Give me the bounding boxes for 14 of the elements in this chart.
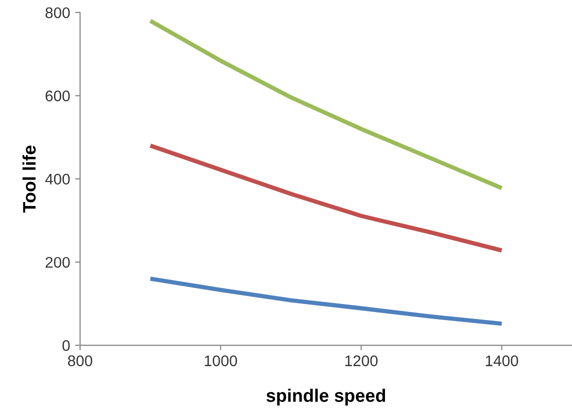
x-tick-label: 1000 [204,355,238,366]
y-tick-label: 0 [62,340,70,351]
x-axis-title: spindle speed [266,388,386,406]
y-tick-label: 800 [46,7,70,18]
x-tick-label: 1200 [345,355,378,366]
line-series [148,18,504,190]
y-tick-label: 400 [45,174,70,185]
y-tick-label: 200 [46,256,70,268]
y-tick-label: 600 [46,90,70,102]
x-tick-label: 800 [68,355,92,366]
line-series [148,276,504,326]
y-axis-title: Tool life [22,146,36,213]
line-series [148,144,504,253]
x-tick-label: 1400 [486,355,518,366]
